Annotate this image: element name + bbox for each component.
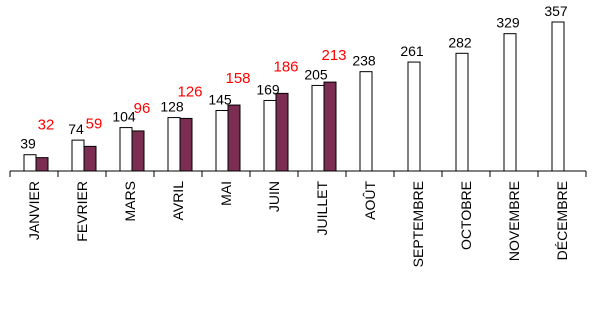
bar-series-2 xyxy=(275,92,289,172)
bar-series-1 xyxy=(23,154,37,172)
data-label-series-1: 329 xyxy=(496,15,520,31)
bar-series-1 xyxy=(71,139,85,172)
bar-series-2 xyxy=(323,81,337,172)
data-label-series-2: 126 xyxy=(177,83,202,100)
data-label-series-1: 261 xyxy=(400,43,424,59)
data-label-series-2: 186 xyxy=(273,58,298,75)
data-label-series-1: 238 xyxy=(352,53,376,69)
category-label: NOVEMBRE xyxy=(506,181,522,261)
data-label-series-2: 213 xyxy=(321,47,346,64)
bar-series-2 xyxy=(227,104,241,172)
data-label-series-1: 128 xyxy=(160,99,184,115)
data-label-series-1: 205 xyxy=(304,66,328,82)
bar-series-2 xyxy=(131,130,145,172)
bar-series-1 xyxy=(503,33,517,172)
bar-series-1 xyxy=(263,99,277,172)
bar-series-1 xyxy=(119,127,133,172)
data-label-series-1: 357 xyxy=(544,3,568,19)
category-label: AVRIL xyxy=(170,181,186,221)
data-label-series-2: 59 xyxy=(86,115,103,132)
category-label: DÉCEMBRE xyxy=(554,181,570,260)
data-label-series-2: 158 xyxy=(225,70,250,87)
data-label-series-1: 39 xyxy=(20,136,36,152)
category-label: OCTOBRE xyxy=(458,181,474,250)
bar-series-1 xyxy=(359,71,373,172)
data-label-series-1: 104 xyxy=(112,109,136,125)
x-axis-ticks xyxy=(9,171,587,177)
bar-series-1 xyxy=(407,61,421,172)
data-label-series-1: 74 xyxy=(68,121,84,137)
category-label: JANVIER xyxy=(26,181,42,240)
category-label: JUILLET xyxy=(314,181,330,236)
data-label-series-2: 96 xyxy=(134,100,151,117)
data-label-series-1: 282 xyxy=(448,34,472,50)
data-label-series-1: 145 xyxy=(208,91,232,107)
bar-series-1 xyxy=(455,52,469,172)
bar-series-1 xyxy=(311,84,325,172)
category-label: MAI xyxy=(218,181,234,206)
category-label: SEPTEMBRE xyxy=(410,181,426,267)
category-label: FEVRIER xyxy=(74,181,90,242)
bar-series-2 xyxy=(35,157,49,172)
bar-series-2 xyxy=(179,117,193,172)
bar-series-1 xyxy=(551,21,565,172)
bar-series-1 xyxy=(167,117,181,172)
category-labels: JANVIER FEVRIER MARS AVRIL MAI JUIN JUILLET AOÛ… xyxy=(26,181,570,268)
bars xyxy=(23,21,565,172)
bar-series-1 xyxy=(215,109,229,172)
data-label-series-2: 32 xyxy=(38,117,55,134)
category-label: AOÛT xyxy=(362,181,378,220)
bar-series-2 xyxy=(83,145,97,172)
data-label-series-1: 169 xyxy=(256,81,280,97)
category-label: MARS xyxy=(122,181,138,221)
category-label: JUIN xyxy=(266,181,282,212)
